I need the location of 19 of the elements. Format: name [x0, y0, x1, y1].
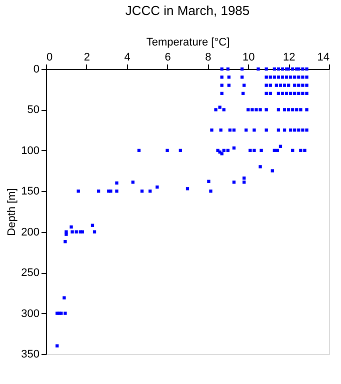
x-tick-label: 4 [124, 52, 130, 64]
x-tick-label: 8 [205, 52, 212, 64]
y-tick-label: 300 [21, 308, 40, 320]
y-tick-label: 50 [27, 104, 40, 116]
x-tick-label: 2 [84, 52, 90, 64]
x-tick-label: 10 [242, 52, 255, 64]
y-tick-label: 200 [21, 226, 40, 238]
y-tick-label: 150 [21, 186, 40, 198]
chart-title: JCCC in March, 1985 [125, 3, 250, 18]
y-tick-label: 350 [21, 348, 40, 360]
y-tick-label: 250 [21, 267, 40, 280]
x-tick-label: 6 [164, 52, 171, 64]
x-tick-label: 12 [282, 52, 296, 64]
x-tick-label: 14 [317, 52, 330, 64]
x-tick-label: 0 [46, 52, 53, 64]
y-tick-label: 100 [21, 144, 40, 157]
y-axis-title: Depth [m] [6, 188, 18, 236]
y-tick-label: 0 [33, 64, 40, 76]
x-axis-title: Temperature [°C] [146, 36, 230, 48]
